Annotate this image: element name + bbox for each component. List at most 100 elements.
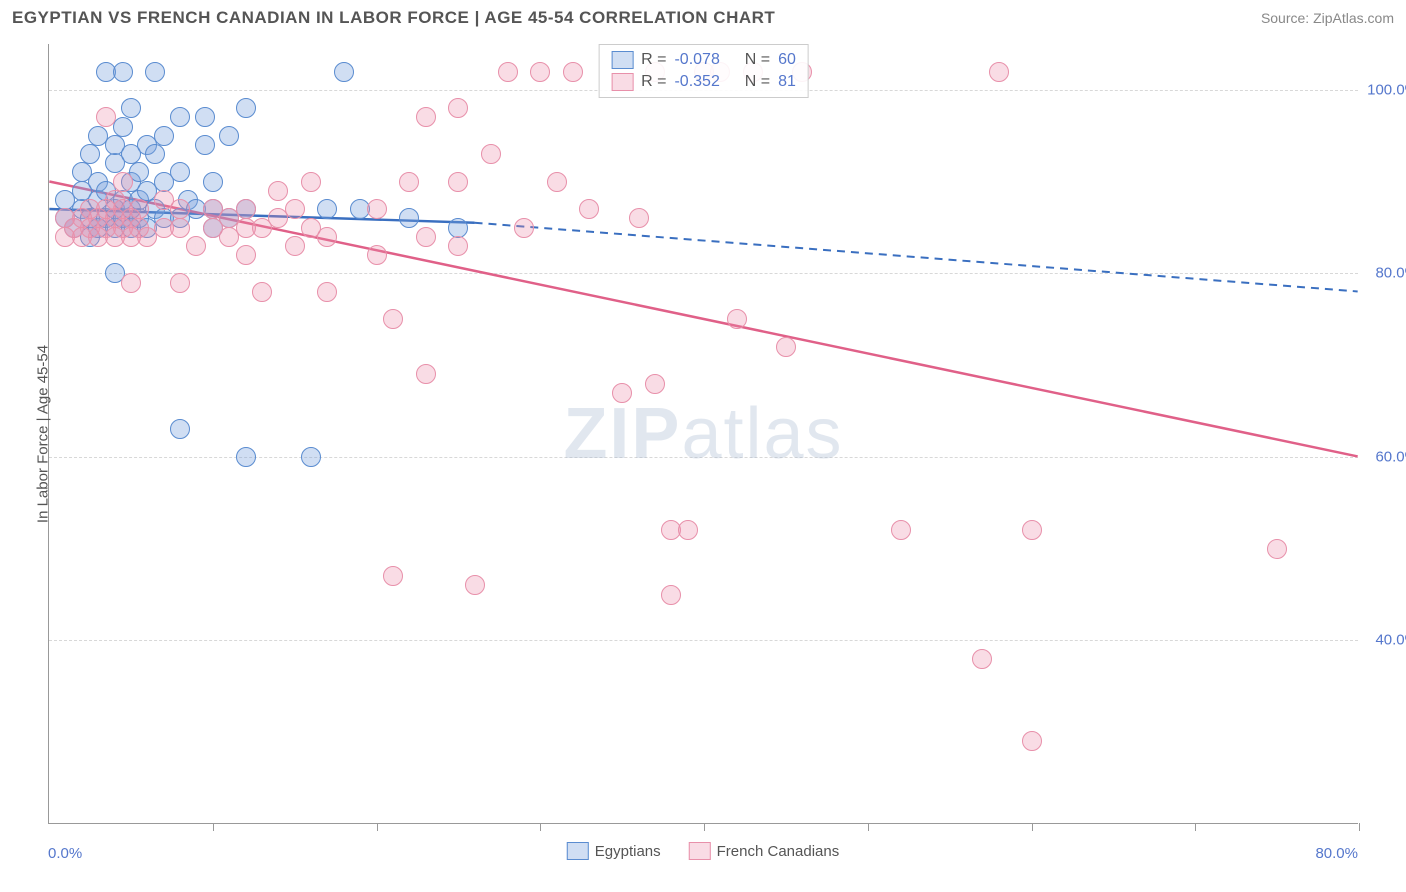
x-tick xyxy=(1032,823,1033,831)
legend-row-french: R = -0.352 N = 81 xyxy=(611,71,796,93)
swatch-icon xyxy=(611,51,633,69)
x-tick xyxy=(704,823,705,831)
data-point-french_canadians xyxy=(367,199,387,219)
data-point-french_canadians xyxy=(727,309,747,329)
data-point-french_canadians xyxy=(891,520,911,540)
data-point-french_canadians xyxy=(448,236,468,256)
data-point-french_canadians xyxy=(129,199,149,219)
data-point-french_canadians xyxy=(186,236,206,256)
data-point-french_canadians xyxy=(498,62,518,82)
x-tick xyxy=(868,823,869,831)
data-point-french_canadians xyxy=(448,172,468,192)
y-tick-label: 100.0% xyxy=(1367,81,1406,98)
x-tick xyxy=(540,823,541,831)
data-point-egyptians xyxy=(113,62,133,82)
x-tick xyxy=(213,823,214,831)
data-point-french_canadians xyxy=(1022,520,1042,540)
y-tick-label: 40.0% xyxy=(1375,632,1406,649)
data-point-french_canadians xyxy=(416,364,436,384)
data-point-egyptians xyxy=(399,208,419,228)
legend-item-french: French Canadians xyxy=(689,842,840,860)
y-tick-label: 60.0% xyxy=(1375,448,1406,465)
swatch-icon xyxy=(567,842,589,860)
data-point-egyptians xyxy=(203,172,223,192)
data-point-french_canadians xyxy=(465,575,485,595)
data-point-french_canadians xyxy=(317,227,337,247)
data-point-french_canadians xyxy=(547,172,567,192)
swatch-icon xyxy=(611,73,633,91)
data-point-egyptians xyxy=(170,162,190,182)
data-point-french_canadians xyxy=(612,383,632,403)
data-point-egyptians xyxy=(145,144,165,164)
data-point-egyptians xyxy=(145,62,165,82)
chart-title: EGYPTIAN VS FRENCH CANADIAN IN LABOR FOR… xyxy=(12,8,775,28)
data-point-egyptians xyxy=(195,135,215,155)
data-point-french_canadians xyxy=(972,649,992,669)
data-point-egyptians xyxy=(219,126,239,146)
data-point-french_canadians xyxy=(1022,731,1042,751)
trend-lines-layer xyxy=(49,44,1358,823)
data-point-french_canadians xyxy=(481,144,501,164)
data-point-french_canadians xyxy=(514,218,534,238)
x-axis-end-label: 80.0% xyxy=(1315,845,1358,862)
data-point-french_canadians xyxy=(399,172,419,192)
y-tick-label: 80.0% xyxy=(1375,265,1406,282)
data-point-french_canadians xyxy=(170,199,190,219)
data-point-french_canadians xyxy=(645,374,665,394)
data-point-egyptians xyxy=(154,126,174,146)
watermark: ZIPatlas xyxy=(563,393,843,475)
data-point-french_canadians xyxy=(170,218,190,238)
data-point-egyptians xyxy=(301,447,321,467)
data-point-french_canadians xyxy=(530,62,550,82)
data-point-french_canadians xyxy=(661,585,681,605)
data-point-egyptians xyxy=(80,144,100,164)
data-point-egyptians xyxy=(195,107,215,127)
legend-row-egyptians: R = -0.078 N = 60 xyxy=(611,49,796,71)
data-point-french_canadians xyxy=(268,181,288,201)
x-tick xyxy=(377,823,378,831)
data-point-french_canadians xyxy=(252,282,272,302)
data-point-french_canadians xyxy=(317,282,337,302)
data-point-french_canadians xyxy=(989,62,1009,82)
x-tick xyxy=(1359,823,1360,831)
data-point-french_canadians xyxy=(416,227,436,247)
gridline xyxy=(49,640,1358,641)
data-point-egyptians xyxy=(121,98,141,118)
data-point-french_canadians xyxy=(236,199,256,219)
chart-container: In Labor Force | Age 45-54 ZIPatlas R = … xyxy=(0,34,1406,864)
data-point-french_canadians xyxy=(383,309,403,329)
data-point-french_canadians xyxy=(416,107,436,127)
data-point-french_canadians xyxy=(383,566,403,586)
data-point-french_canadians xyxy=(170,273,190,293)
data-point-egyptians xyxy=(448,218,468,238)
data-point-french_canadians xyxy=(285,199,305,219)
x-tick xyxy=(1195,823,1196,831)
data-point-french_canadians xyxy=(236,245,256,265)
data-point-egyptians xyxy=(170,107,190,127)
plot-area: In Labor Force | Age 45-54 ZIPatlas R = … xyxy=(48,44,1358,824)
data-point-french_canadians xyxy=(563,62,583,82)
correlation-legend: R = -0.078 N = 60 R = -0.352 N = 81 xyxy=(598,44,809,98)
data-point-egyptians xyxy=(317,199,337,219)
data-point-french_canadians xyxy=(285,236,305,256)
swatch-icon xyxy=(689,842,711,860)
data-point-french_canadians xyxy=(301,172,321,192)
data-point-egyptians xyxy=(170,419,190,439)
data-point-french_canadians xyxy=(448,98,468,118)
data-point-french_canadians xyxy=(96,107,116,127)
data-point-french_canadians xyxy=(579,199,599,219)
data-point-egyptians xyxy=(334,62,354,82)
data-point-french_canadians xyxy=(367,245,387,265)
data-point-french_canadians xyxy=(113,172,133,192)
series-legend: Egyptians French Canadians xyxy=(567,842,839,860)
source-attribution: Source: ZipAtlas.com xyxy=(1261,10,1394,26)
trendline-extrapolated-egyptians xyxy=(475,223,1358,292)
data-point-egyptians xyxy=(236,447,256,467)
data-point-french_canadians xyxy=(678,520,698,540)
data-point-french_canadians xyxy=(121,273,141,293)
x-axis-start-label: 0.0% xyxy=(48,845,82,862)
data-point-french_canadians xyxy=(629,208,649,228)
data-point-french_canadians xyxy=(776,337,796,357)
data-point-egyptians xyxy=(236,98,256,118)
y-axis-title: In Labor Force | Age 45-54 xyxy=(35,344,52,522)
